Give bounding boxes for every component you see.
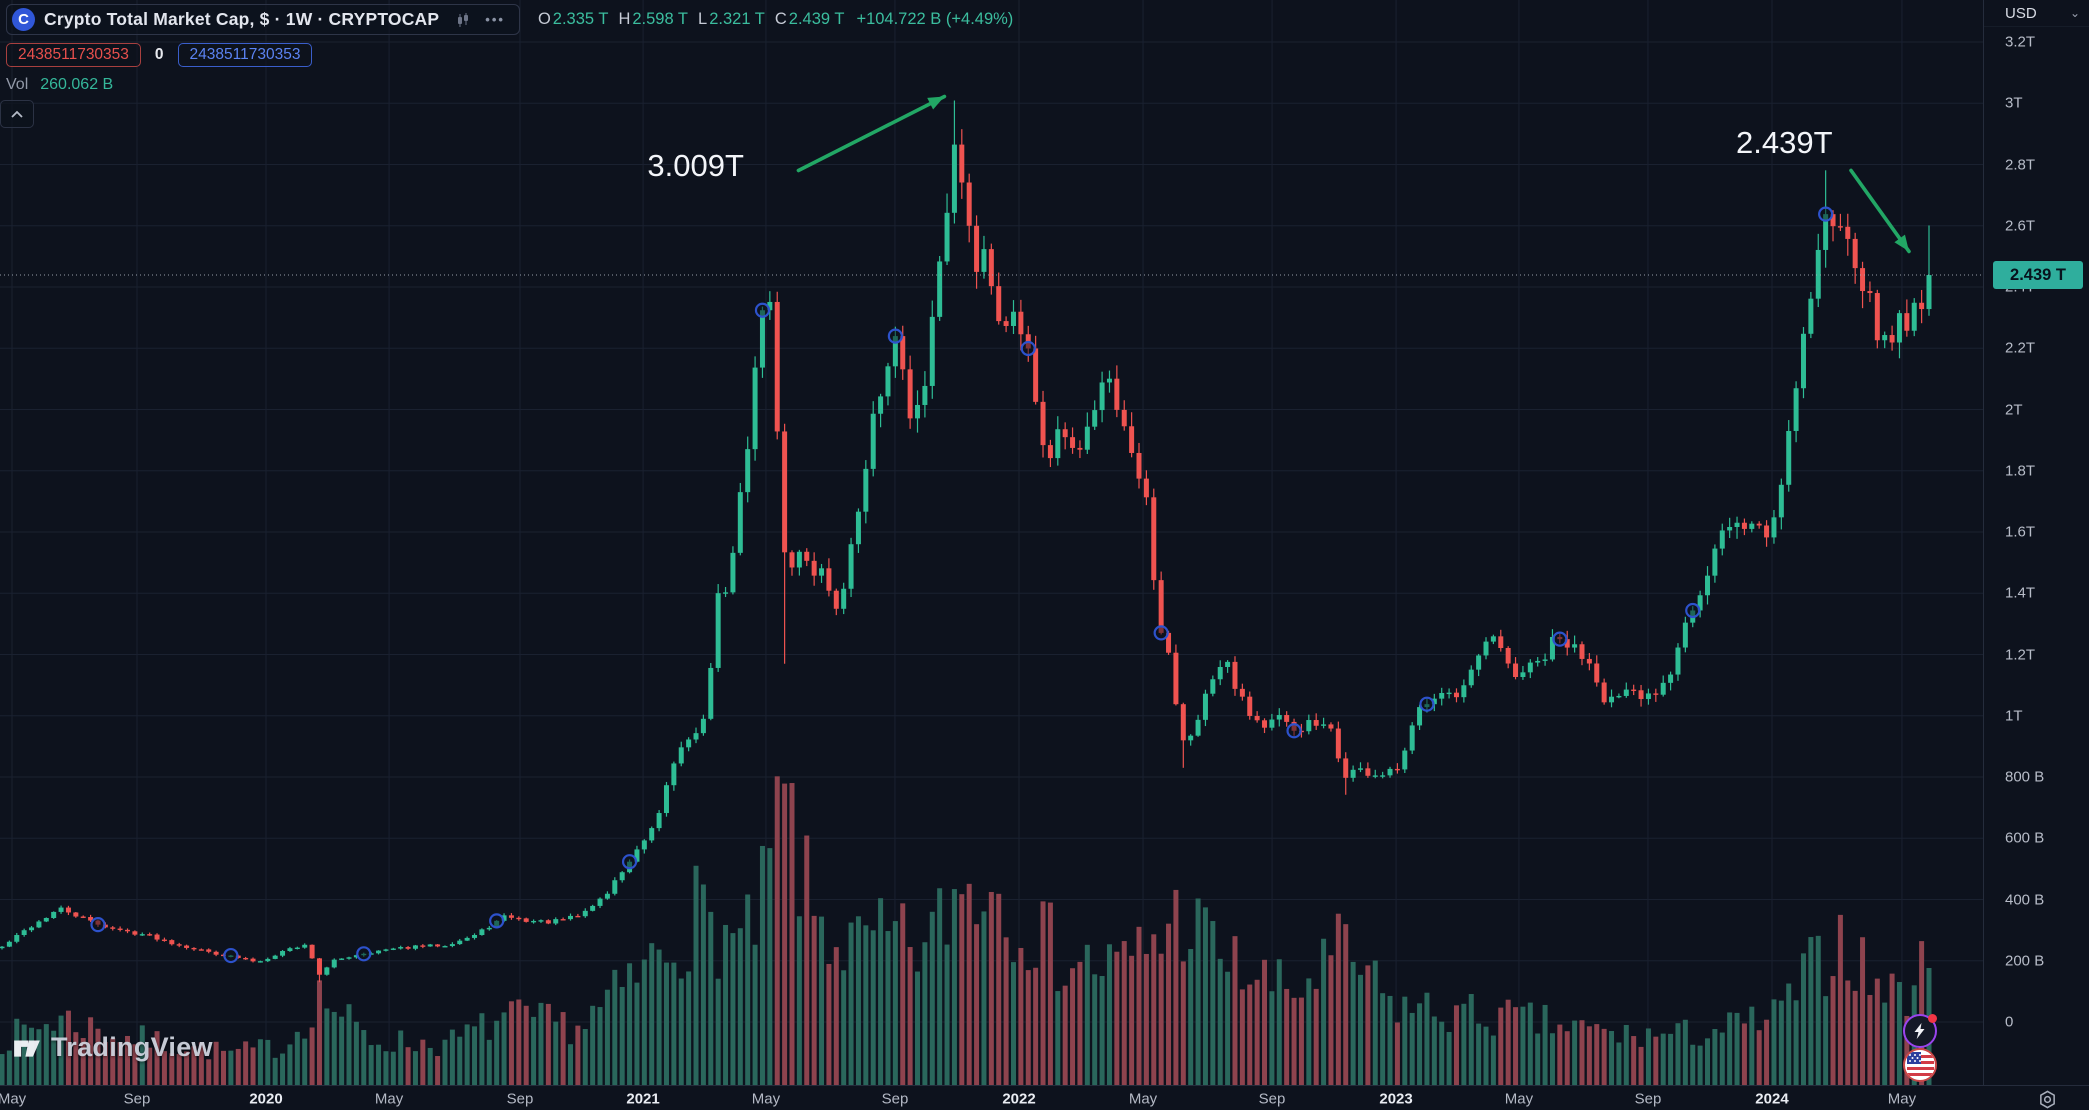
time-axis[interactable]: May Sep 2020 May Sep 2021 May Sep 2022 May Sep 2023… [0, 1085, 2089, 1110]
ohlc-o-value: 2.335 T [552, 10, 609, 28]
time-tick-Sep: Sep [1258, 1090, 1286, 1107]
tradingview-watermark[interactable]: TradingView [12, 1032, 213, 1063]
price-tick-400B: 400 B [2005, 891, 2045, 908]
price-tick-0: 0 [2005, 1013, 2014, 1031]
candlestick-chart[interactable] [0, 0, 1983, 1085]
time-tick-May: May [0, 1090, 27, 1107]
tradingview-logo-icon [14, 1040, 40, 1057]
currency-selector[interactable]: USD ⌄ [1984, 0, 2089, 27]
volume-label: Vol [6, 76, 29, 93]
us-flag-button[interactable] [1903, 1048, 1937, 1082]
price-tick-2T: 2T [2005, 401, 2023, 418]
time-tick-2023: 2023 [1379, 1090, 1413, 1107]
time-tick-2021: 2021 [626, 1090, 660, 1107]
price-tick-1.4T: 1.4T [2005, 584, 2036, 602]
ohlc-c-label: C [774, 10, 787, 28]
time-tick-Sep: Sep [123, 1090, 151, 1107]
price-tick-200B: 200 B [2005, 952, 2045, 970]
boost-button[interactable] [1903, 1014, 1937, 1048]
price-tick-1.6T: 1.6T [2005, 523, 2036, 541]
volume-value: 260.062 B [40, 76, 114, 93]
price-line-badge-blue[interactable]: 2438511730353 [177, 43, 313, 67]
ohlc-values: O 2.335 T H 2.598 T L 2.321 T C 2.439 T +104.722… [538, 10, 1013, 29]
us-flag-icon [1906, 1051, 1934, 1079]
time-tick-2024: 2024 [1755, 1090, 1789, 1107]
time-tick-May: May [1887, 1090, 1917, 1107]
time-tick-May: May [751, 1090, 781, 1107]
time-settings-button[interactable] [2036, 1088, 2058, 1110]
symbol-logo-icon: C [12, 8, 35, 31]
ohlc-l-label: L [698, 10, 708, 28]
time-tick-2022: 2022 [1002, 1090, 1036, 1107]
annotation-ath-label: 3.009T [647, 148, 744, 184]
price-tick-2.6T: 2.6T [2005, 217, 2036, 235]
current-price-label: 2.439 T [1993, 261, 2083, 290]
legend-title-row: C Crypto Total Market Cap, $ · 1W · CRYP… [6, 4, 1013, 35]
collapse-legend-button[interactable] [0, 100, 34, 128]
price-axis[interactable]: USD ⌄ 3.2T3T2.8T2.6T2.4T2.2T2T1.8T1.6T1.… [1983, 0, 2089, 1085]
more-options-icon[interactable]: ••• [485, 12, 505, 27]
tradingview-logo-text: TradingView [51, 1032, 213, 1062]
lightning-icon [1914, 1023, 1925, 1039]
time-tick-Sep: Sep [506, 1090, 534, 1107]
price-tick-2.2T: 2.2T [2005, 339, 2036, 357]
chevron-down-icon: ⌄ [2069, 6, 2080, 20]
price-tick-2.8T: 2.8T [2005, 156, 2036, 173]
symbol-title: Crypto Total Market Cap, $ · 1W · CRYPTO… [44, 9, 440, 29]
gear-icon [2039, 1090, 2055, 1108]
price-tick-600B: 600 B [2005, 829, 2045, 847]
change-value: +104.722 B (+4.49%) [856, 10, 1014, 28]
legend-alert-row: 2438511730353 0 2438511730353 [6, 43, 1013, 67]
time-tick-Sep: Sep [881, 1090, 909, 1107]
price-tick-3T: 3T [2005, 94, 2023, 112]
ohlc-h-value: 2.598 T [632, 10, 689, 28]
price-tick-800B: 800 B [2005, 768, 2045, 786]
price-line-badge-red[interactable]: 2438511730353 [6, 43, 141, 67]
price-tick-1T: 1T [2005, 707, 2023, 725]
annotation-current-label: 2.439T [1736, 125, 1833, 161]
ohlc-h-label: H [618, 10, 631, 28]
currency-label: USD [2005, 4, 2037, 22]
time-tick-May: May [1504, 1090, 1534, 1107]
ohlc-c-value: 2.439 T [788, 10, 845, 28]
ohlc-o-label: O [537, 10, 551, 28]
volume-legend-row: Vol 260.062 B [6, 76, 1013, 94]
time-tick-Sep: Sep [1634, 1090, 1662, 1107]
notification-dot [1928, 1014, 1937, 1023]
ohlc-l-value: 2.321 T [709, 10, 765, 28]
symbol-title-box[interactable]: C Crypto Total Market Cap, $ · 1W · CRYP… [6, 4, 520, 35]
badge-zero-value: 0 [154, 46, 164, 63]
price-tick-1.8T: 1.8T [2005, 462, 2036, 480]
candles-style-icon[interactable] [454, 11, 472, 29]
chevron-up-icon [11, 110, 23, 118]
symbol-legend: C Crypto Total Market Cap, $ · 1W · CRYP… [6, 4, 1013, 94]
time-tick-May: May [1128, 1090, 1158, 1107]
price-tick-3.2T: 3.2T [2005, 33, 2036, 51]
time-tick-2020: 2020 [249, 1090, 283, 1107]
price-tick-1.2T: 1.2T [2005, 646, 2036, 663]
time-tick-May: May [374, 1090, 404, 1107]
